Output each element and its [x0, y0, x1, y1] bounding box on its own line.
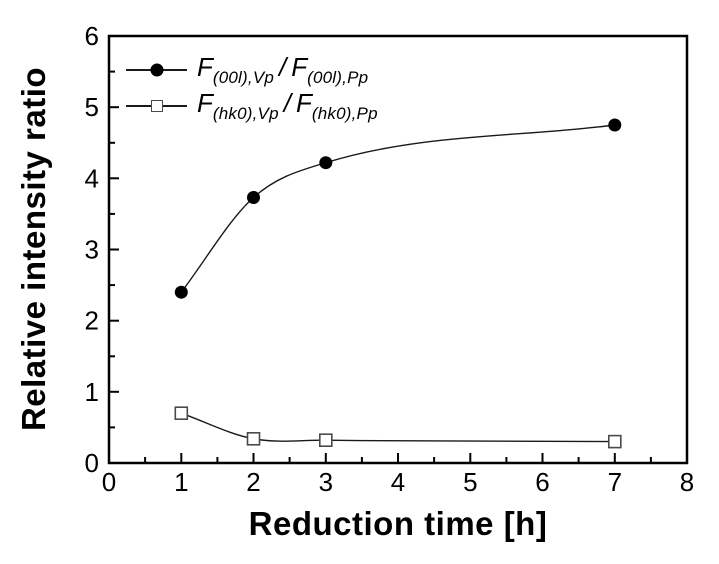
legend-item-00l: F(00l),Vp / F(00l),Pp: [126, 52, 378, 88]
x-tick-label: 5: [463, 467, 477, 497]
y-tick-label: 0: [85, 448, 99, 478]
legend-sample-line: [126, 100, 187, 112]
legend-label-00l: F(00l),Vp / F(00l),Pp: [197, 52, 368, 88]
legend-subscript: (hk0),Pp: [311, 104, 378, 123]
data-point-open-square: [318, 433, 333, 448]
legend: F(00l),Vp / F(00l),Pp F(hk0),Vp / F(hk0),Pp: [126, 52, 378, 124]
series-curve-2: [181, 412, 615, 443]
y-tick-label: 4: [85, 163, 99, 193]
legend-symbol-f: F: [197, 52, 213, 82]
data-point-filled-circle: [319, 156, 333, 170]
filled-circle-marker-icon: [150, 63, 163, 77]
series-curve-1: [180, 124, 615, 293]
y-tick-label: 3: [85, 235, 99, 265]
data-point-filled-circle: [174, 285, 188, 299]
x-tick-label: 6: [535, 467, 549, 497]
y-tick-label: 1: [85, 377, 99, 407]
data-point-filled-circle: [247, 191, 260, 204]
y-tick-label: 5: [85, 92, 99, 122]
data-point-open-square: [607, 434, 622, 449]
legend-label-hk0: F(hk0),Vp / F(hk0),Pp: [197, 88, 378, 124]
legend-symbol-f: F: [295, 88, 312, 118]
plot-frame: [107, 34, 689, 465]
data-point-open-square: [246, 431, 261, 446]
x-tick-label: 8: [680, 467, 694, 497]
legend-item-hk0: F(hk0),Vp / F(hk0),Pp: [126, 88, 378, 124]
legend-symbol-f: F: [291, 52, 308, 82]
legend-divider: /: [283, 88, 291, 118]
data-point-filled-circle: [608, 118, 622, 132]
x-tick-label: 2: [246, 467, 260, 497]
legend-sample-line: [126, 63, 187, 77]
x-tick-label: 7: [608, 467, 622, 497]
x-tick-label: 0: [102, 467, 116, 497]
x-tick-label: 4: [391, 467, 405, 497]
x-axis-title: Reduction time [h]: [248, 505, 548, 542]
y-axis-title: Relative intensity ratio: [15, 66, 52, 432]
legend-subscript: (00l),Vp: [212, 68, 275, 87]
legend-subscript: (00l),Pp: [307, 68, 369, 87]
x-tick-label: 3: [319, 467, 333, 497]
y-tick-label: 6: [85, 21, 99, 51]
y-tick-label: 2: [85, 306, 99, 336]
open-square-marker-icon: [150, 100, 163, 112]
x-tick-label: 1: [174, 467, 188, 497]
legend-subscript: (hk0),Vp: [212, 104, 279, 123]
data-point-open-square: [174, 406, 189, 421]
legend-symbol-f: F: [197, 88, 213, 118]
legend-divider: /: [279, 52, 287, 82]
